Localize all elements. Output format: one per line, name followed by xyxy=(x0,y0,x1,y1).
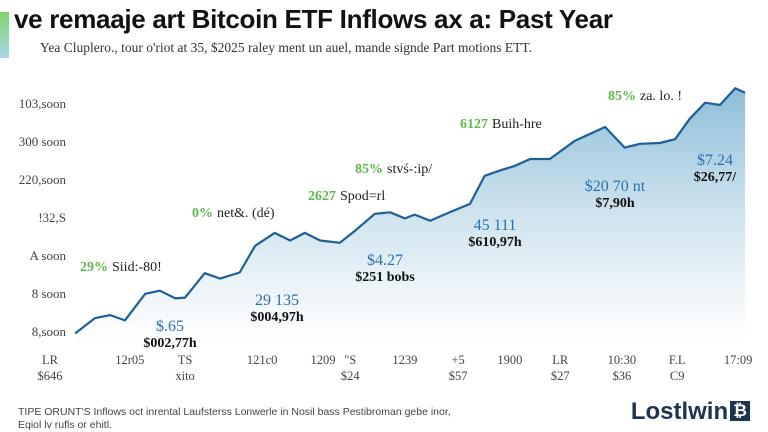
annotation-percent: 2627 xyxy=(308,189,336,204)
callout-bottom: $610,97h xyxy=(468,235,522,250)
y-tick-label: 103,soon xyxy=(18,95,66,111)
annotation-text: net&. (dé) xyxy=(217,206,275,221)
annotation: 29% Siid:-80! xyxy=(80,260,162,276)
x-tick-label: +5 $57 xyxy=(448,353,468,383)
annotation-text: stvś-:ip/ xyxy=(387,162,433,177)
callout-bottom: $7,90h xyxy=(595,196,635,211)
annotation-text: Siid:-80! xyxy=(112,260,162,275)
chart-title: ve remaaje art Bitcoin ETF Inflows ax a:… xyxy=(14,4,613,34)
callout: $20 70 nt $7,90h xyxy=(560,178,670,212)
annotation: 85% stvś-:ip/ xyxy=(355,162,432,178)
y-tick-label: 300 soon xyxy=(18,134,66,150)
x-tick-label: "S $24 xyxy=(340,353,360,383)
x-tick-label: 17:09 xyxy=(723,353,753,367)
x-tick-label: LR $646 xyxy=(37,353,63,383)
callout: 29 135 $004,97h xyxy=(222,292,332,326)
callout-top: $20 70 nt xyxy=(584,178,646,195)
annotation-text: Buih-hre xyxy=(492,117,542,132)
x-tick-label: 12r05 xyxy=(115,353,145,367)
callout: $7.24 $26,77/ xyxy=(660,152,768,186)
callout-bottom: $002,77h xyxy=(143,336,197,351)
x-tick-label: LR $27 xyxy=(550,353,570,383)
annotation-percent: 6127 xyxy=(460,117,488,132)
chart-subtitle: Yea Cluplero., tour o'riot at 35, $2025 … xyxy=(40,40,532,55)
x-tick-label: 10:30 $36 xyxy=(607,353,637,383)
y-tick-label: 8 soon xyxy=(31,286,66,302)
x-tick-label: TS xito xyxy=(175,353,195,383)
y-tick-label: A soon xyxy=(29,248,66,264)
footnote: TIPE ORUNT'S Inflows oct inrental Laufst… xyxy=(18,406,451,418)
annotation: 85% za. lo. ! xyxy=(608,89,682,105)
callout-top: $7.24 xyxy=(697,152,733,169)
callout-bottom: $26,77/ xyxy=(693,170,737,185)
accent-stripe xyxy=(0,12,9,58)
annotation: 6127 Buih-hre xyxy=(460,117,542,133)
callout-top: 45 111 xyxy=(473,217,517,234)
callout-bottom: $004,97h xyxy=(250,310,304,325)
annotation-text: za. lo. ! xyxy=(640,89,682,104)
annotation-percent: 29% xyxy=(80,260,108,275)
callout: $4.27 $251 bobs xyxy=(330,252,440,286)
x-tick-label: 121c0 xyxy=(246,353,278,367)
callout: 45 111 $610,97h xyxy=(440,217,550,251)
y-tick-label: !32,S xyxy=(38,210,66,226)
callout-top: $.65 xyxy=(156,318,184,335)
annotation-percent: 0% xyxy=(192,206,213,221)
annotation-percent: 85% xyxy=(608,89,636,104)
brand: Lostlwin ₿ xyxy=(631,398,750,426)
x-tick-label: 1900 xyxy=(497,353,523,367)
callout-top: 29 135 xyxy=(255,292,299,309)
brand-symbol: ₿ xyxy=(730,401,750,421)
annotation: 2627 Spod=rl xyxy=(308,189,385,205)
callout-bottom: $251 bobs xyxy=(355,270,415,285)
callout-top: $4.27 xyxy=(367,252,403,269)
y-tick-label: 8,soon xyxy=(31,324,66,340)
annotation: 0% net&. (dé) xyxy=(192,206,275,222)
x-tick-label: 1209 xyxy=(310,353,336,367)
annotation-percent: 85% xyxy=(355,162,383,177)
annotation-text: Spod=rl xyxy=(340,189,386,204)
y-tick-label: 220,soon xyxy=(18,172,66,188)
line xyxy=(74,87,746,335)
footnote: Eqiol lv rufls or ehitl. xyxy=(18,419,112,431)
x-tick-label: F.L C9 xyxy=(668,353,686,383)
callout: $.65 $002,77h xyxy=(115,318,225,352)
brand-text: Lostlwin xyxy=(630,398,729,425)
x-tick-label: 1239 xyxy=(392,353,418,367)
